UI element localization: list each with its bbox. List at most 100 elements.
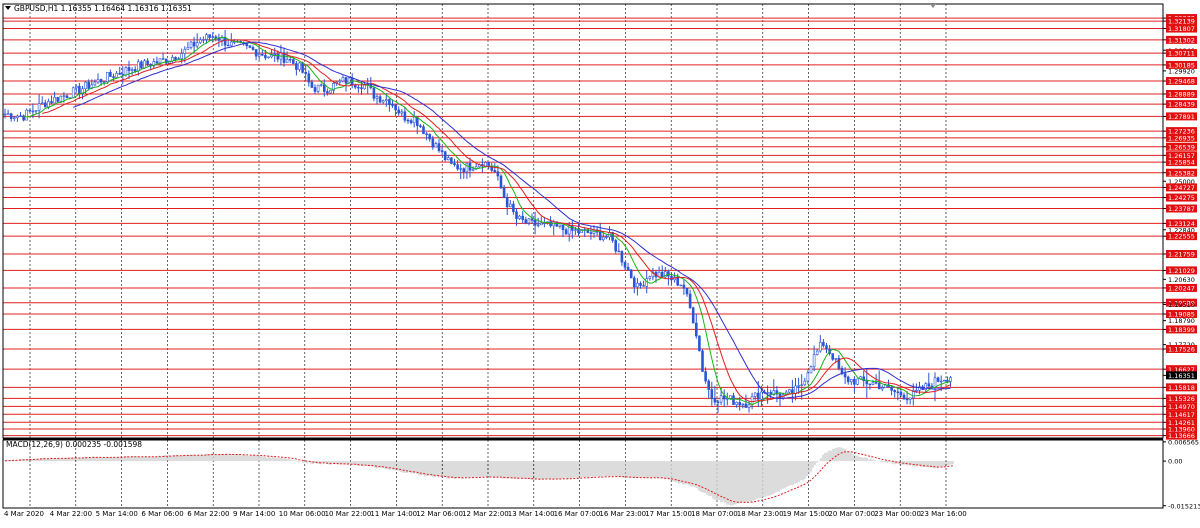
candle-body — [161, 58, 165, 60]
candle-body — [580, 229, 583, 233]
candle-body — [505, 197, 509, 208]
candle-body — [431, 138, 435, 148]
symbol-info: GBPUSD,H1 1.16355 1.16464 1.16316 1.1635… — [14, 4, 192, 13]
candle-body — [99, 79, 103, 83]
price-tick-label: 1.19085 — [1168, 311, 1195, 319]
candle-body — [130, 69, 134, 71]
candle-body — [747, 404, 751, 408]
candle-body — [443, 151, 447, 161]
level-price-tag — [1166, 383, 1197, 392]
candle-body — [295, 63, 298, 70]
candle-body — [574, 229, 577, 231]
candle-body — [636, 282, 639, 288]
candle-body — [31, 110, 35, 113]
candle-body — [409, 120, 413, 124]
candle-body — [927, 383, 931, 387]
candle-body — [304, 72, 308, 75]
candle-body — [34, 110, 38, 112]
candle-body — [456, 164, 459, 170]
price-tick-label: 1.20630 — [1168, 276, 1195, 284]
candle-body — [803, 380, 807, 386]
candle-body — [381, 100, 385, 103]
macd-tick-label: -0.015213 — [1168, 502, 1200, 510]
price-levels — [3, 17, 1163, 437]
level-price-tag — [1166, 77, 1197, 86]
candle-body — [530, 218, 534, 221]
shift-marker-icon[interactable] — [930, 4, 936, 8]
candle-body — [701, 350, 704, 372]
price-tick-label: 1.31807 — [1168, 25, 1195, 33]
candle-body — [158, 58, 162, 64]
candle-body — [322, 84, 326, 92]
candle-body — [230, 41, 233, 46]
candle-body — [567, 225, 571, 235]
candle-body — [192, 41, 196, 47]
price-tick-label: 1.25854 — [1168, 159, 1195, 167]
candle-body — [539, 222, 543, 226]
candle-body — [716, 401, 720, 404]
chevron-down-icon[interactable] — [5, 6, 11, 10]
candle-body — [245, 43, 249, 46]
candle-body — [115, 72, 118, 78]
candle-body — [936, 377, 940, 382]
price-tick-label: 1.17526 — [1168, 346, 1195, 354]
main-frame — [2, 3, 1164, 439]
candle-body — [667, 271, 670, 277]
candle-body — [868, 383, 872, 386]
candle-body — [713, 398, 717, 403]
candle-body — [267, 56, 270, 59]
candle-body — [577, 229, 580, 233]
level-price-tag — [1166, 90, 1197, 99]
axes: 4 Mar 2020 4 Mar 22:00 5 Mar 14:00 6 Mar 06… — [2, 3, 1164, 518]
price-tick-label: 1.28439 — [1168, 101, 1195, 109]
candle-body — [248, 45, 252, 48]
candle-body — [143, 60, 146, 69]
candle-body — [140, 61, 143, 69]
time-tick-label: 16 Mar 23:00 — [599, 510, 646, 518]
candle-body — [189, 41, 193, 48]
price-axis-labels: 1.322731.321391.318071.313021.308401.307… — [1163, 14, 1200, 510]
candle-body — [843, 373, 847, 378]
time-tick-label: 20 Mar 07:00 — [828, 510, 875, 518]
candle-body — [800, 384, 804, 386]
price-tick-label: 1.23124 — [1168, 220, 1195, 228]
candle-body — [818, 342, 822, 352]
candle-body — [834, 358, 838, 360]
time-tick-label: 5 Mar 14:00 — [96, 510, 138, 518]
level-price-tag — [1166, 183, 1197, 192]
candle-body — [512, 203, 515, 213]
candle-body — [601, 236, 605, 241]
candle-body — [518, 215, 521, 219]
price-tick-label: 1.26157 — [1168, 152, 1195, 160]
candle-body — [496, 171, 500, 177]
macd-subwindow — [4, 447, 954, 506]
candle-body — [732, 395, 735, 405]
candle-body — [564, 229, 568, 235]
candle-body — [338, 80, 342, 83]
candle-body — [146, 60, 149, 65]
candle-body — [853, 378, 856, 385]
time-tick-label: 4 Mar 22:00 — [50, 510, 92, 518]
time-tick-label: 19 Mar 15:00 — [783, 510, 830, 518]
candle-body — [908, 397, 912, 400]
macd-tick-label: 0.006565 — [1168, 438, 1199, 446]
candle-body — [47, 101, 50, 108]
candle-body — [217, 37, 221, 41]
candle-body — [778, 393, 782, 399]
candle-body — [316, 84, 320, 92]
candle-body — [180, 53, 183, 59]
candle-body — [164, 58, 168, 64]
candle-body — [645, 278, 649, 287]
price-tick-label: 1.14617 — [1168, 411, 1195, 419]
price-tick-label: 1.18790 — [1168, 317, 1195, 325]
candle-body — [772, 390, 776, 395]
level-price-tag — [1166, 204, 1197, 213]
candle-body — [617, 250, 621, 253]
candle-body — [428, 133, 432, 140]
candle-body — [679, 284, 683, 287]
price-tick-label: 1.25000 — [1168, 178, 1195, 186]
candle-body — [760, 391, 763, 400]
price-tick-label: 1.15326 — [1168, 395, 1195, 403]
candle-body — [450, 157, 453, 164]
